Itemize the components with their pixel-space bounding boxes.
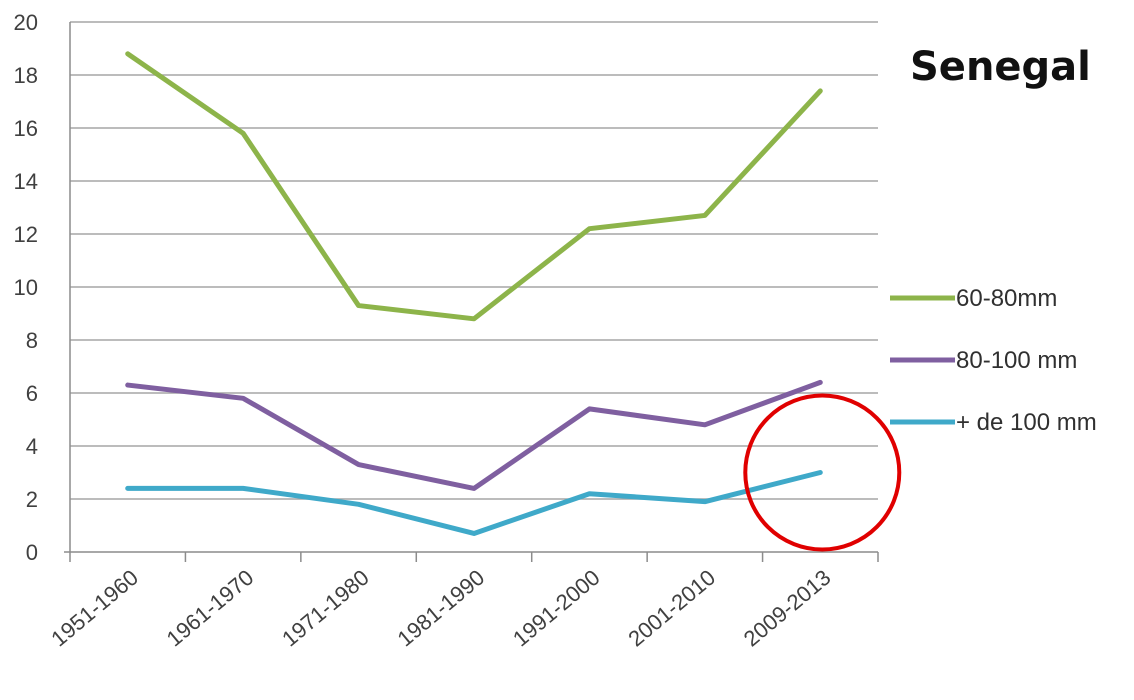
y-tick-label: 6 [26,381,38,406]
y-tick-label: 8 [26,328,38,353]
highlight-circle [743,393,902,552]
y-tick-label: 10 [14,275,38,300]
x-tick-label: 2009-2013 [739,565,836,652]
y-tick-label: 18 [14,63,38,88]
gridlines [70,21,878,500]
x-tick-label: 1971-1980 [277,565,374,652]
series-line [125,51,823,322]
x-tick-label: 1951-1960 [46,565,143,652]
series-line [125,379,823,491]
axes [64,22,879,562]
y-tick-label: 4 [26,434,38,459]
legend-label: + de 100 mm [956,409,1097,436]
y-tick-label: 12 [14,222,38,247]
series-lines [125,51,823,536]
legend-label: 60-80mm [956,285,1057,312]
x-tick-label: 1991-2000 [508,565,605,652]
x-tick-label: 1961-1970 [162,565,259,652]
x-tick-label: 1981-1990 [393,565,490,652]
y-tick-label: 20 [14,10,38,35]
legend-label: 80-100 mm [956,347,1077,374]
x-tick-labels: 1951-1960 1961-1970 1971-1980 1981-1990 1991… [46,565,835,652]
x-tick-label: 2001-2010 [623,565,720,652]
y-tick-label: 2 [26,487,38,512]
y-tick-label: 0 [26,540,38,565]
y-tick-label: 16 [14,116,38,141]
y-tick-label: 14 [14,169,38,194]
series-line [125,470,823,536]
chart-title: Senegal [910,44,1091,90]
y-tick-labels: 0 2 4 6 8 10 12 14 16 18 20 [14,10,38,565]
legend: 60-80mm 80-100 mm + de 100 mm [890,285,1097,436]
